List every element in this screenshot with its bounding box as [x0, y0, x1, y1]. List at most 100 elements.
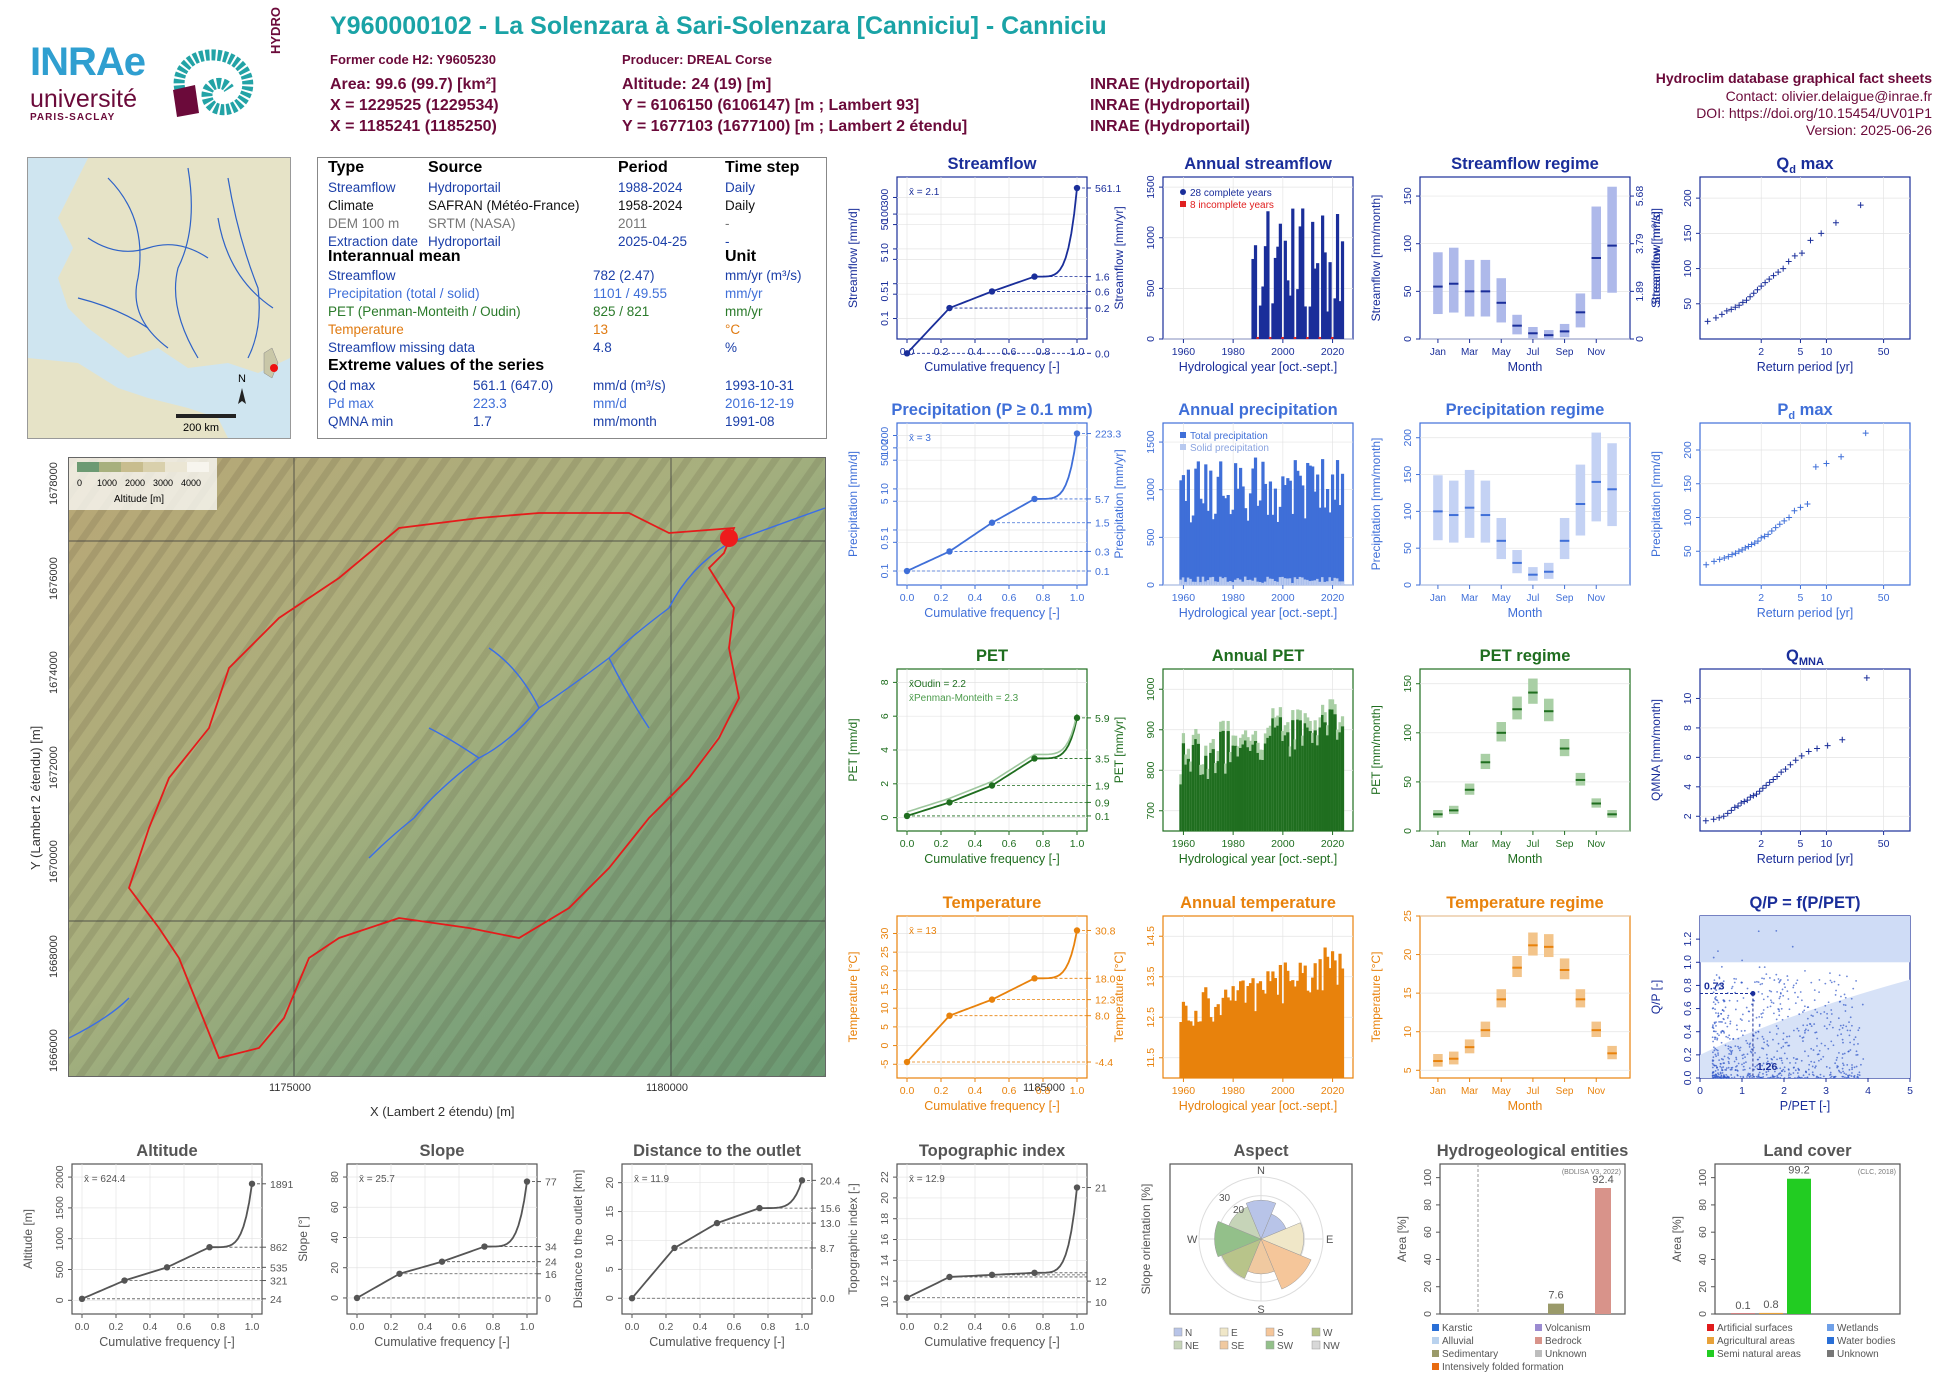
annual-bar: [1333, 499, 1337, 585]
chart-title: Distance to the outlet: [633, 1142, 801, 1160]
q-p-point: [1787, 1068, 1790, 1070]
q-p-point: [1712, 1040, 1715, 1043]
q-p-point: [1757, 990, 1760, 993]
x-tick-label: 0.2: [934, 592, 949, 604]
q-p-point: [1762, 1076, 1765, 1078]
map-grid: [69, 458, 825, 1076]
q-p-point: [1760, 1013, 1763, 1015]
annual-bar: [1204, 464, 1208, 585]
q-p-point: [1762, 1068, 1765, 1071]
x-tick-label: 1.0: [1070, 346, 1085, 358]
y-axis-label: Precipitation [mm/d]: [846, 451, 860, 557]
plot-frame: [621, 1163, 813, 1315]
q-p-point: [1823, 1011, 1826, 1013]
x-tick-label: 50: [1878, 592, 1890, 604]
annual-bar: [1278, 223, 1282, 339]
y-tick-label: 200: [1402, 429, 1414, 447]
q-p-point: [1727, 1047, 1730, 1050]
q-p-point: [1714, 998, 1717, 1001]
y-tick-label: 5: [879, 1024, 891, 1030]
annual-bar: [1226, 731, 1230, 831]
regime-box: [1575, 293, 1586, 328]
y-tick-label: 20: [879, 965, 891, 977]
q-p-point: [1819, 1073, 1822, 1076]
x-tick-label: Jul: [1527, 839, 1540, 850]
q-p-point: [1787, 1076, 1790, 1079]
x-tick-label: May: [1492, 839, 1511, 850]
q-p-point: [1789, 1062, 1791, 1064]
q-p-point: [1749, 1050, 1752, 1053]
annual-bar: [1326, 735, 1330, 831]
q-p-point: [1783, 1070, 1786, 1073]
extreme-point: [1839, 736, 1846, 743]
right-tick-label: 1.5: [1095, 518, 1110, 530]
q-p-point: [1779, 1067, 1782, 1070]
annual-bar: [1191, 1025, 1195, 1078]
annual-bar: [1261, 760, 1265, 831]
q-p-point: [1713, 1076, 1716, 1079]
annual-bar-solid: [1181, 577, 1186, 585]
mean-row-cell: PET (Penman-Monteith / Oudin): [328, 304, 521, 319]
x-axis-label: Hydrological year [oct.-sept.]: [1179, 606, 1337, 620]
q-p-point: [1794, 1077, 1796, 1079]
q-p-point: [1748, 1020, 1750, 1023]
y-tick-label: 12: [879, 1275, 891, 1287]
annual-bar: [1199, 774, 1203, 831]
extreme-row-cell: 1993-10-31: [725, 378, 795, 393]
extreme-point: [1774, 773, 1781, 780]
q-p-point: [1728, 1052, 1731, 1055]
x-axis-label: Cumulative frequency [-]: [924, 606, 1059, 620]
extreme-point: [1704, 318, 1711, 325]
q-p-point: [1746, 1076, 1748, 1078]
annual-bar: [1298, 962, 1302, 1078]
q-p-point: [1765, 1073, 1768, 1076]
extreme-row-cell: mm/month: [593, 414, 657, 429]
q-p-point: [1813, 1023, 1816, 1025]
q-p-point: [1765, 1053, 1768, 1056]
q-p-point: [1719, 1065, 1722, 1068]
q-p-point: [1861, 1003, 1864, 1006]
y-axis-label: PET [mm/d]: [846, 718, 860, 781]
annual-bar: [1243, 740, 1248, 831]
annual-bar: [1181, 1001, 1186, 1078]
x-tick-label: Sep: [1556, 593, 1574, 604]
right-tick-label: 5.7: [1095, 494, 1110, 506]
y-axis-label: Precipitation [mm/d]: [1649, 451, 1663, 557]
x-axis-label: Cumulative frequency [-]: [99, 1335, 234, 1349]
q-p-point: [1761, 1064, 1764, 1067]
regime-box: [1512, 955, 1522, 978]
q-p-point: [1787, 979, 1789, 981]
q-p-point: [1775, 1025, 1778, 1027]
regime-box: [1607, 186, 1617, 293]
right-tick-label: 18.0: [1095, 973, 1116, 985]
y-tick-label: 900: [1145, 721, 1157, 739]
q-p-point: [1795, 1058, 1798, 1060]
q-p-point: [1746, 1074, 1749, 1077]
right-tick-label: 223.3: [1095, 429, 1121, 441]
right-tick-label: -4.4: [1095, 1057, 1113, 1069]
right-tick-label: 0.1: [1095, 811, 1110, 823]
q-p-point: [1739, 1046, 1742, 1049]
annual-bar: [1181, 743, 1186, 831]
annual-bar: [1335, 460, 1340, 585]
y-tick-label: 10: [879, 1002, 891, 1014]
extreme-point: [1791, 507, 1798, 514]
q-p-point: [1717, 1054, 1720, 1056]
x-tick-label: Jan: [1430, 593, 1446, 604]
annual-bar: [1268, 336, 1273, 339]
q-p-point: [1769, 977, 1771, 979]
annual-bar: [1313, 963, 1317, 1078]
q-p-point: [1812, 1074, 1815, 1077]
annual-bar: [1313, 268, 1317, 339]
annual-bar: [1266, 737, 1270, 831]
q-p-point: [1801, 1011, 1804, 1013]
q-p-point: [1837, 1017, 1840, 1020]
annual-bar: [1214, 1006, 1218, 1078]
extreme-point: [1716, 814, 1723, 821]
x-axis-label: Month: [1508, 1099, 1543, 1113]
annual-bar: [1253, 457, 1258, 585]
y-tick-label: 100: [1697, 1169, 1709, 1187]
q-p-point: [1776, 991, 1779, 993]
